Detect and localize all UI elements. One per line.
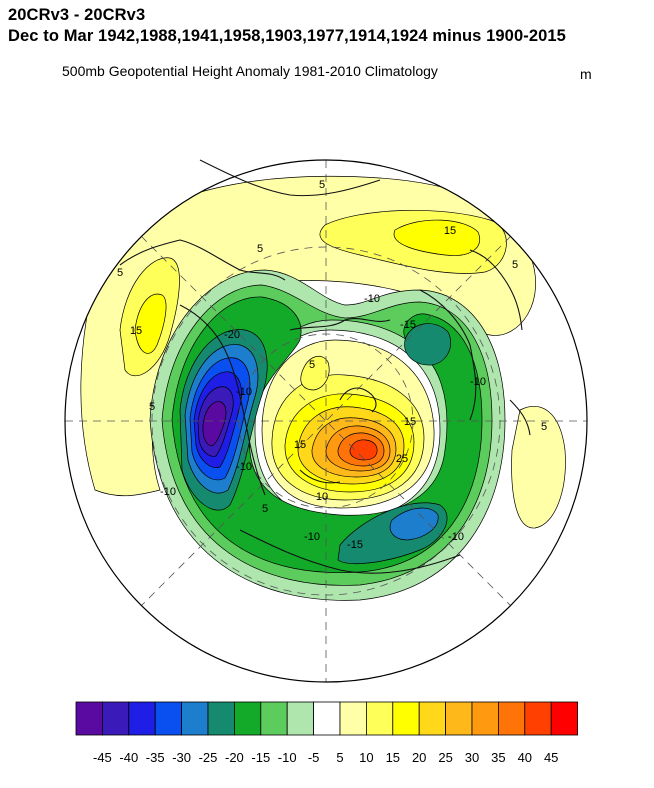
- colorbar-swatch: [418, 701, 447, 736]
- anomaly-positive-inner-10: [300, 355, 330, 391]
- graticule: [65, 160, 587, 682]
- contour-label: -20: [224, 329, 240, 341]
- colorbar-tick-label: 25: [438, 750, 452, 765]
- colorbar-swatch: [128, 701, 156, 736]
- colorbar-swatch: [102, 701, 130, 736]
- colorbar-swatch: [524, 701, 552, 736]
- colorbar-swatch: [471, 701, 499, 736]
- contour-label: -10: [236, 386, 252, 398]
- polar-anomaly-map: 5 5 15 5 15 5 5 -20 -10 5 15 -15 -10 -10…: [64, 159, 588, 683]
- figure-title-line1: 20CRv3 - 20CRv3: [8, 6, 146, 24]
- colorbar-swatch: [75, 701, 103, 736]
- colorbar-tick-label: 30: [465, 750, 479, 765]
- colorbar-tick-label: -15: [251, 750, 270, 765]
- contour-label: 15: [294, 439, 306, 451]
- contour-label: -15: [400, 319, 416, 331]
- contour-label: 5: [541, 421, 547, 433]
- map-boundary: [64, 159, 588, 683]
- colorbar-tick-label: -5: [308, 750, 320, 765]
- colorbar-tick-label: 35: [491, 750, 505, 765]
- colorbar-swatch: [365, 701, 394, 736]
- contour-label: 5: [512, 259, 518, 271]
- contour-label: 5: [309, 359, 315, 371]
- contour-label: 25: [396, 453, 408, 465]
- colorbar-swatch: [286, 701, 315, 736]
- contour-label: 15: [404, 416, 416, 428]
- colorbar: -45 -40 -35 -30 -25 -20 -15 -10 -5 5 10 15 20 25 30 35 4…: [75, 701, 579, 765]
- contour-label: 5: [117, 267, 123, 279]
- anomaly-positive-left-15: [134, 293, 167, 354]
- colorbar-tick-label: 10: [359, 750, 373, 765]
- colorbar-tick-label: -20: [225, 750, 244, 765]
- colorbar-tick-label: 40: [518, 750, 532, 765]
- contour-label: -10: [364, 293, 380, 305]
- colorbar-swatch: [233, 701, 262, 736]
- contour-label: 5: [149, 401, 155, 413]
- contour-label: -10: [448, 531, 464, 543]
- anomaly-negative-se-25: [389, 507, 439, 541]
- units-label: m: [580, 66, 592, 82]
- colorbar-tick-label: -25: [199, 750, 218, 765]
- colorbar-swatch: [339, 701, 367, 736]
- colorbar-swatch: [207, 701, 235, 736]
- contour-label: 5: [262, 503, 268, 515]
- colorbar-swatch: [181, 701, 209, 736]
- contour-labels: 5 5 15 5 15 5 5 -20 -10 5 15 -15 -10 -10…: [117, 179, 547, 551]
- colorbar-tick-label: -10: [278, 750, 297, 765]
- contour-label: -10: [470, 376, 486, 388]
- colorbar-swatch: [392, 701, 420, 736]
- contour-label: 15: [130, 325, 142, 337]
- contour-label: -10: [236, 461, 252, 473]
- figure-subtitle: 500mb Geopotential Height Anomaly 1981-2…: [62, 63, 438, 79]
- coastlines: [119, 159, 531, 574]
- colorbar-swatch: [154, 701, 182, 736]
- contour-label: 10: [316, 491, 328, 503]
- contour-label: -10: [160, 486, 176, 498]
- contour-label: -10: [304, 531, 320, 543]
- colorbar-swatch: [445, 701, 473, 736]
- colorbar-tick-label: 5: [336, 750, 343, 765]
- anomaly-positive-center-40: [349, 439, 378, 461]
- contour-label: -15: [347, 539, 363, 551]
- figure-title-line2: Dec to Mar 1942,1988,1941,1958,1903,1977…: [8, 27, 566, 45]
- colorbar-tick-label: -45: [93, 750, 112, 765]
- anomaly-positive-top-15: [393, 219, 480, 256]
- colorbar-tick-label: 15: [386, 750, 400, 765]
- colorbar-swatch: [550, 701, 579, 736]
- anomaly-positive-right-5: [511, 406, 566, 529]
- colorbar-tick-label: -30: [172, 750, 191, 765]
- anomaly-negative-west-45: [202, 401, 227, 447]
- colorbar-tick-label: 20: [412, 750, 426, 765]
- contour-label: 15: [444, 225, 456, 237]
- anomaly-negative-ne-20: [404, 323, 452, 366]
- colorbar-swatch: [497, 701, 526, 736]
- colorbar-tick-label: -35: [146, 750, 165, 765]
- colorbar-swatch: [260, 701, 288, 736]
- colorbar-swatch: [313, 701, 341, 736]
- contour-label: 5: [319, 179, 325, 191]
- colorbar-tick-label: -40: [119, 750, 138, 765]
- contour-label: 5: [257, 243, 263, 255]
- colorbar-tick-label: 45: [544, 750, 558, 765]
